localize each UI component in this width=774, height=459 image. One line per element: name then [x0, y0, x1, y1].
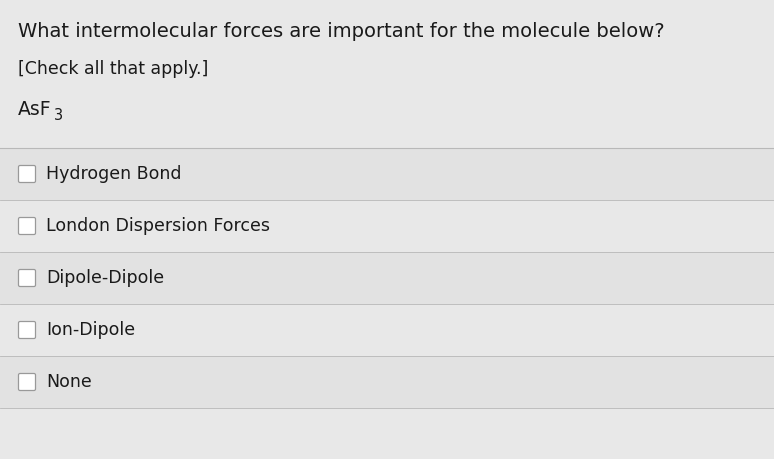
FancyBboxPatch shape	[19, 218, 36, 235]
FancyBboxPatch shape	[19, 374, 36, 391]
Text: [Check all that apply.]: [Check all that apply.]	[18, 60, 208, 78]
FancyBboxPatch shape	[19, 321, 36, 338]
Bar	[0, 252, 774, 304]
FancyBboxPatch shape	[19, 166, 36, 183]
Text: London Dispersion Forces: London Dispersion Forces	[46, 217, 270, 235]
Bar	[0, 148, 774, 200]
Bar	[0, 200, 774, 252]
Text: Dipole-Dipole: Dipole-Dipole	[46, 269, 164, 287]
Text: 3: 3	[54, 108, 63, 123]
Text: None: None	[46, 373, 92, 391]
Text: AsF: AsF	[18, 100, 52, 119]
Bar	[0, 356, 774, 408]
Text: Hydrogen Bond: Hydrogen Bond	[46, 165, 181, 183]
Bar	[0, 304, 774, 356]
FancyBboxPatch shape	[19, 269, 36, 286]
Text: Ion-Dipole: Ion-Dipole	[46, 321, 135, 339]
Text: What intermolecular forces are important for the molecule below?: What intermolecular forces are important…	[18, 22, 665, 41]
